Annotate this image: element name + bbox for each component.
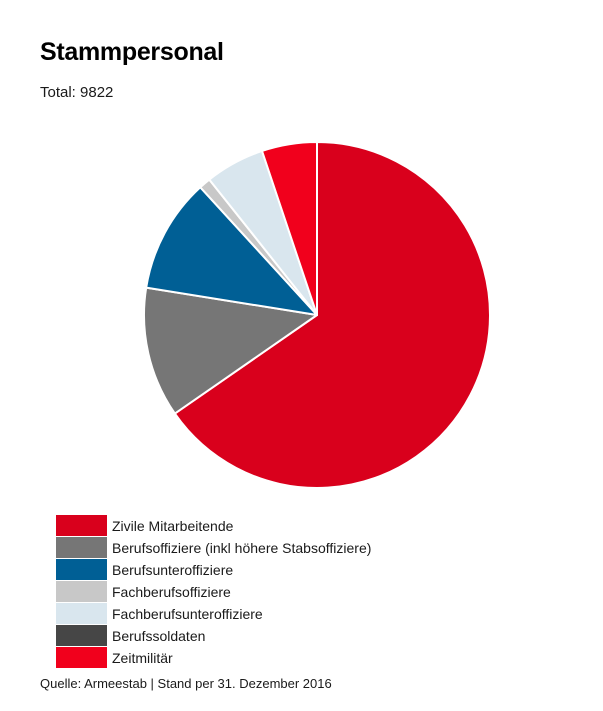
legend-label: Fachberufsunteroffiziere	[112, 605, 263, 622]
source-note: Quelle: Armeestab | Stand per 31. Dezemb…	[40, 676, 332, 691]
legend-label: Berufsunteroffiziere	[112, 561, 234, 578]
chart-title: Stammpersonal	[40, 38, 224, 66]
legend-swatch	[56, 625, 107, 646]
legend-label: Zivile Mitarbeitende	[112, 517, 234, 534]
legend: Zivile Mitarbeitende Berufsoffiziere (in…	[56, 515, 371, 669]
legend-item: Berufssoldaten	[56, 625, 371, 646]
legend-label: Zeitmilitär	[112, 649, 173, 666]
legend-swatch	[56, 647, 107, 668]
legend-item: Zivile Mitarbeitende	[56, 515, 371, 536]
legend-item: Berufsunteroffiziere	[56, 559, 371, 580]
legend-item: Fachberufsunteroffiziere	[56, 603, 371, 624]
legend-item: Zeitmilitär	[56, 647, 371, 668]
legend-item: Fachberufsoffiziere	[56, 581, 371, 602]
legend-swatch	[56, 515, 107, 536]
legend-label: Berufsoffiziere (inkl höhere Stabsoffizi…	[112, 539, 372, 556]
pie-slice-berufsoffiziere	[143, 286, 318, 415]
legend-swatch	[56, 537, 107, 558]
chart-subtitle: Total: 9822	[40, 84, 114, 101]
pie-slices	[143, 141, 491, 489]
pie-slice-zivile-mitarbeitende	[173, 141, 491, 489]
legend-label: Berufssoldaten	[112, 627, 206, 644]
pie-slice-zeitmilitaer	[261, 141, 318, 316]
legend-swatch	[56, 603, 107, 624]
legend-swatch	[56, 581, 107, 602]
pie-chart	[143, 141, 491, 489]
pie-slice-berufsunteroffiziere	[145, 186, 318, 316]
legend-label: Fachberufsoffiziere	[112, 583, 231, 600]
legend-swatch	[56, 559, 107, 580]
legend-item: Berufsoffiziere (inkl höhere Stabsoffizi…	[56, 537, 371, 558]
